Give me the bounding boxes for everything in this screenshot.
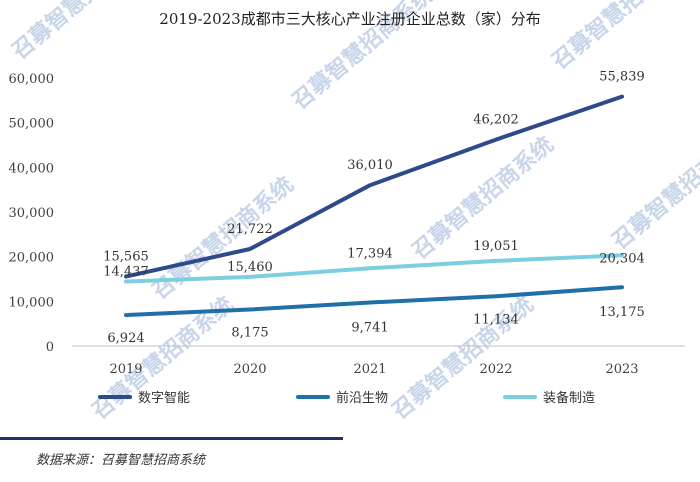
data-label: 55,839 [599,70,645,85]
data-label: 8,175 [231,325,268,340]
watermark-text: 召募智慧招商系统 [6,0,158,65]
data-label: 17,394 [347,246,393,261]
y-tick-label: 10,000 [9,295,55,310]
data-label: 6,924 [107,331,144,346]
chart-title: 2019-2023成都市三大核心产业注册企业总数（家）分布 [159,10,540,28]
series-line-2 [124,285,624,318]
watermark-text: 召募智慧招商系统 [606,122,700,256]
legend-label: 装备制造 [543,390,595,406]
legend-label: 数字智能 [138,391,190,406]
data-label: 20,304 [599,251,645,266]
x-tick-label: 2023 [605,362,638,377]
data-label: 11,134 [473,312,519,327]
y-tick-label: 50,000 [9,117,55,132]
data-labels: 15,565 21,722 36,010 46,202 55,839 6,924 8,175… [103,70,645,346]
watermark-text: 召募智慧招商系统 [146,172,298,306]
watermark-text: 召募智慧招商系统 [546,0,698,75]
data-label: 19,051 [473,239,519,254]
data-label: 14,437 [103,265,149,280]
data-label: 36,010 [347,158,393,173]
y-tick-label: 60,000 [9,72,55,87]
y-tick-label: 40,000 [9,161,55,176]
series-line-1 [124,94,624,279]
data-label: 21,722 [227,222,273,237]
x-tick-label: 2019 [109,362,142,377]
source-note: 数据来源：召募智慧招商系统 [36,453,207,468]
legend-label: 前沿生物 [336,390,388,406]
y-tick-label: 30,000 [9,206,55,221]
x-tick-label: 2020 [233,362,266,377]
footer-divider [0,437,343,440]
data-label: 15,565 [103,249,149,264]
y-tick-label: 0 [46,340,54,355]
data-label: 15,460 [227,260,273,275]
y-axis: 0 10,000 20,000 30,000 40,000 50,000 60,000 [9,72,55,355]
x-axis: 2019 2020 2021 2022 2023 [72,345,685,377]
legend: 数字智能 前沿生物 装备制造 [98,390,595,406]
x-tick-label: 2022 [479,362,512,377]
series-line-3 [124,253,624,284]
series-lines [124,94,624,318]
data-label: 13,175 [599,305,645,320]
data-label: 46,202 [473,113,519,128]
data-label: 9,741 [351,320,388,335]
y-tick-label: 20,000 [9,251,55,266]
x-tick-label: 2021 [353,362,386,377]
